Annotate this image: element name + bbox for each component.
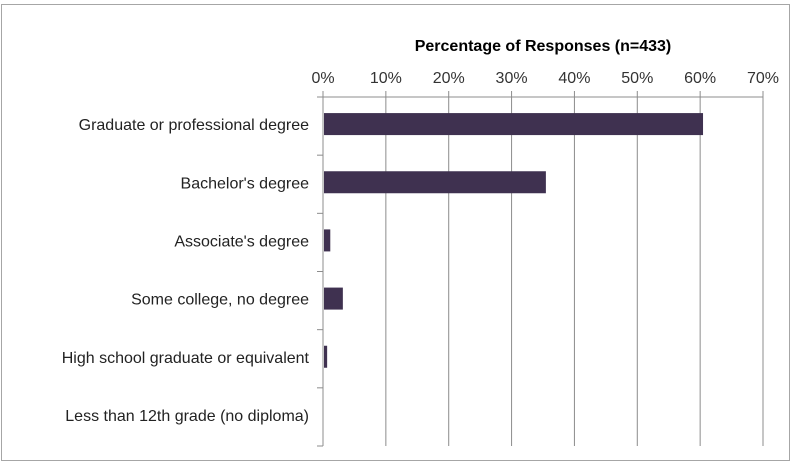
category-label: Graduate or professional degree <box>79 117 309 134</box>
x-axis-ticks: 0% 10% 20% 30% 40% 50% 60% 70% <box>311 70 779 97</box>
x-tick-label: 0% <box>311 70 334 87</box>
category-labels: Graduate or professional degree Bachelor'… <box>62 117 310 425</box>
category-label: Some college, no degree <box>131 292 309 309</box>
chart-title: Percentage of Responses (n=433) <box>415 38 672 55</box>
axes <box>317 96 763 447</box>
x-tick-label: 10% <box>370 70 402 87</box>
category-label: Associate's degree <box>174 233 309 250</box>
bar <box>324 171 546 194</box>
category-label: High school graduate or equivalent <box>62 350 310 367</box>
x-tick-label: 50% <box>621 70 653 87</box>
bar <box>324 229 331 252</box>
category-label: Less than 12th grade (no diploma) <box>65 408 309 425</box>
gridlines <box>322 97 764 446</box>
x-tick-label: 60% <box>684 70 716 87</box>
bar <box>324 345 328 368</box>
x-tick-label: 30% <box>496 70 528 87</box>
x-tick-label: 40% <box>558 70 590 87</box>
bars <box>324 113 704 368</box>
category-label: Bachelor's degree <box>181 175 310 192</box>
chart-frame <box>1 4 790 461</box>
x-tick-label: 20% <box>433 70 465 87</box>
bar <box>324 113 704 136</box>
x-tick-label: 70% <box>747 70 779 87</box>
bar <box>324 287 343 310</box>
